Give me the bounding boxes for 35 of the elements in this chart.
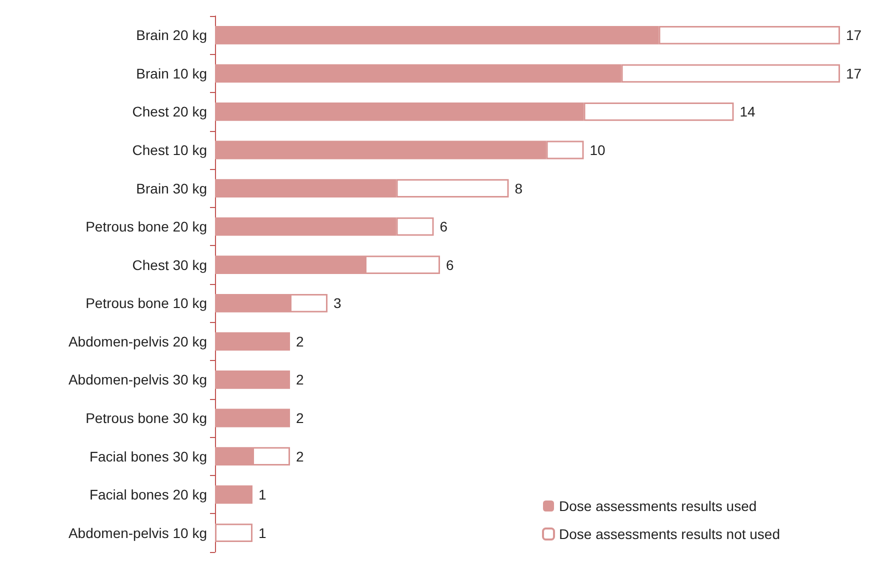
annotation: 8	[514, 180, 523, 196]
y-tick-label: Facial bones 20 kg	[89, 486, 207, 503]
y-tick-label: Petrous bone 20 kg	[86, 218, 207, 235]
bar	[215, 524, 252, 542]
annotation: 10	[590, 142, 606, 158]
bar	[215, 408, 290, 428]
legend-label: Dose assessments results not used	[559, 526, 780, 542]
y-tick-label: Petrous bone 30 kg	[86, 410, 207, 426]
y-tick-label: Brain 30 kg	[136, 180, 207, 196]
y-tick-label: Chest 20 kg	[132, 104, 207, 120]
annotation: 17	[846, 27, 862, 44]
annotation: 17	[846, 65, 862, 82]
bar	[215, 485, 252, 504]
y-tick-label: Brain 20 kg	[136, 27, 207, 44]
annotation: 6	[440, 218, 448, 235]
bar	[215, 332, 290, 351]
annotation: 2	[296, 372, 304, 388]
annotation: 6	[446, 256, 454, 273]
annotation: 1	[258, 486, 266, 503]
annotation: 2	[296, 448, 304, 464]
annotation: 1	[258, 524, 266, 541]
y-tick-label: Petrous bone 10 kg	[86, 295, 207, 312]
y-tick-label: Facial bones 30 kg	[89, 448, 207, 464]
y-tick-label: Abdomen-pelvis 10 kg	[68, 524, 207, 541]
y-tick-label: Abdomen-pelvis 30 kg	[68, 372, 207, 388]
legend-label: Dose assessments results used	[559, 498, 757, 514]
y-tick-label: Abdomen-pelvis 20 kg	[68, 333, 207, 350]
y-tick-label: Chest 30 kg	[132, 256, 207, 273]
y-tick-label: Brain 10 kg	[136, 65, 207, 82]
annotation: 2	[296, 333, 304, 350]
y-tick-label: Chest 10 kg	[132, 142, 207, 158]
bar	[215, 370, 290, 389]
annotation: 2	[296, 410, 304, 426]
annotation: 14	[740, 104, 756, 120]
annotation: 3	[334, 295, 342, 312]
